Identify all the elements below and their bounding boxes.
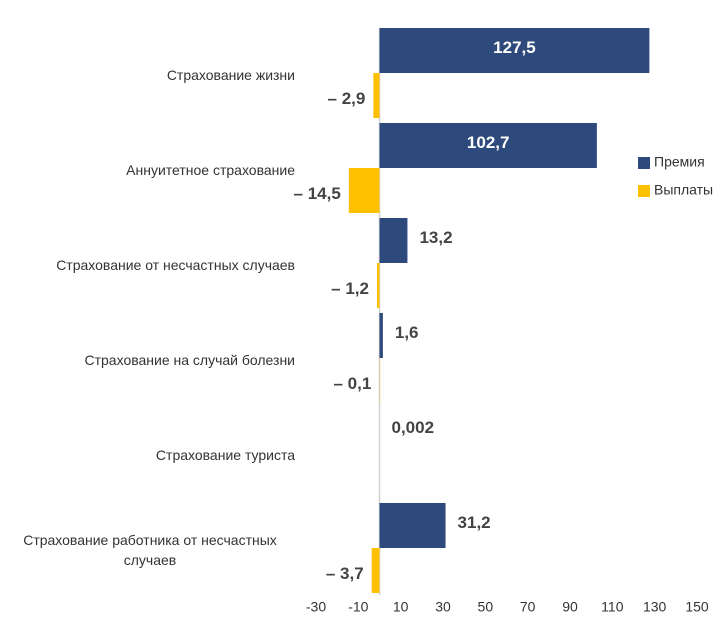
value-label: 102,7 [467, 133, 510, 152]
category-label: Страхование работника от несчастных случ… [23, 532, 277, 568]
bar [379, 123, 597, 168]
bar [371, 548, 380, 593]
x-tick-label: 110 [601, 599, 624, 615]
category-label: Страхование на случай болезни [84, 352, 296, 368]
legend-swatch [638, 185, 650, 197]
bar [379, 503, 446, 548]
value-label: – 1,2 [331, 279, 369, 298]
legend-label: Премия [654, 154, 705, 170]
value-label: – 0,1 [333, 374, 371, 393]
x-tick-label: -30 [306, 599, 326, 615]
x-tick-label: 30 [435, 599, 451, 615]
category-label: Страхование жизни [166, 67, 295, 83]
bar [373, 73, 380, 118]
x-tick-label: 50 [478, 599, 494, 615]
bar [379, 313, 383, 358]
legend-label: Выплаты [654, 182, 713, 198]
x-tick-label: 70 [520, 599, 536, 615]
value-label: 1,6 [395, 323, 419, 342]
value-label: 127,5 [493, 38, 536, 57]
category-label: Аннуитетное страхование [126, 162, 295, 178]
value-label: 31,2 [458, 513, 491, 532]
bar [379, 28, 650, 73]
category-label: Страхование туриста [155, 447, 295, 463]
bar [348, 168, 380, 213]
x-tick-label: 150 [685, 599, 709, 615]
x-tick-label: 10 [393, 599, 409, 615]
category-label: Страхование от несчастных случаев [56, 257, 295, 273]
x-tick-label: -10 [348, 599, 368, 615]
bar [379, 218, 408, 263]
x-tick-label: 130 [643, 599, 667, 615]
bar [376, 263, 380, 308]
value-label: 0,002 [392, 418, 435, 437]
value-label: – 2,9 [328, 89, 366, 108]
value-label: – 14,5 [294, 184, 341, 203]
legend-swatch [638, 157, 650, 169]
value-label: 13,2 [419, 228, 452, 247]
value-label: – 3,7 [326, 564, 364, 583]
x-tick-label: 90 [562, 599, 578, 615]
